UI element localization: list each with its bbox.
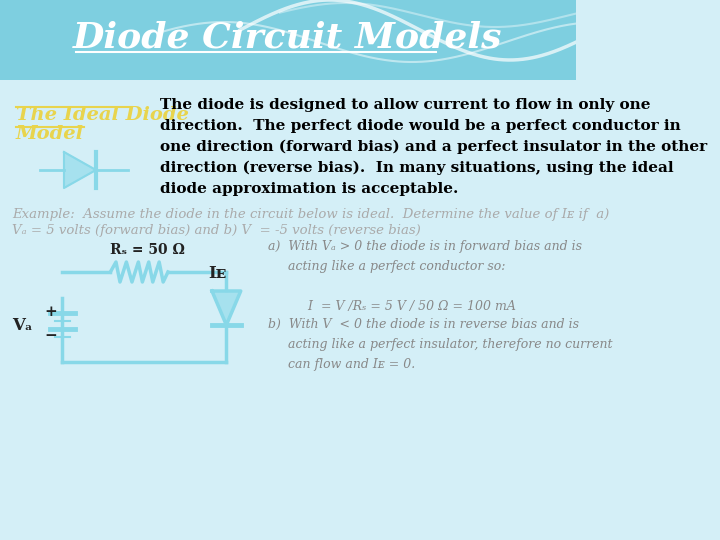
Text: Diode Circuit Models: Diode Circuit Models bbox=[73, 20, 503, 54]
Text: Iᴇ: Iᴇ bbox=[208, 265, 226, 282]
FancyBboxPatch shape bbox=[0, 0, 576, 540]
Text: −: − bbox=[44, 329, 57, 343]
FancyBboxPatch shape bbox=[0, 0, 576, 80]
Text: a)  With Vₐ > 0 the diode is in forward bias and is
     acting like a perfect c: a) With Vₐ > 0 the diode is in forward b… bbox=[268, 240, 582, 313]
Text: Rₛ = 50 Ω: Rₛ = 50 Ω bbox=[110, 243, 185, 257]
Text: Model: Model bbox=[16, 125, 84, 143]
Text: The Ideal Diode: The Ideal Diode bbox=[16, 106, 189, 124]
Text: b)  With V  < 0 the diode is in reverse bias and is
     acting like a perfect i: b) With V < 0 the diode is in reverse bi… bbox=[268, 318, 613, 371]
Text: Example:  Assume the diode in the circuit below is ideal.  Determine the value o: Example: Assume the diode in the circuit… bbox=[12, 208, 609, 221]
Text: Vₐ: Vₐ bbox=[12, 316, 32, 334]
Text: The diode is designed to allow current to flow in only one
direction.  The perfe: The diode is designed to allow current t… bbox=[160, 98, 707, 195]
Polygon shape bbox=[212, 291, 240, 325]
Polygon shape bbox=[64, 152, 96, 188]
Text: +: + bbox=[44, 305, 57, 319]
Text: Vₐ = 5 volts (forward bias) and b) V  = -5 volts (reverse bias): Vₐ = 5 volts (forward bias) and b) V = -… bbox=[12, 224, 420, 237]
